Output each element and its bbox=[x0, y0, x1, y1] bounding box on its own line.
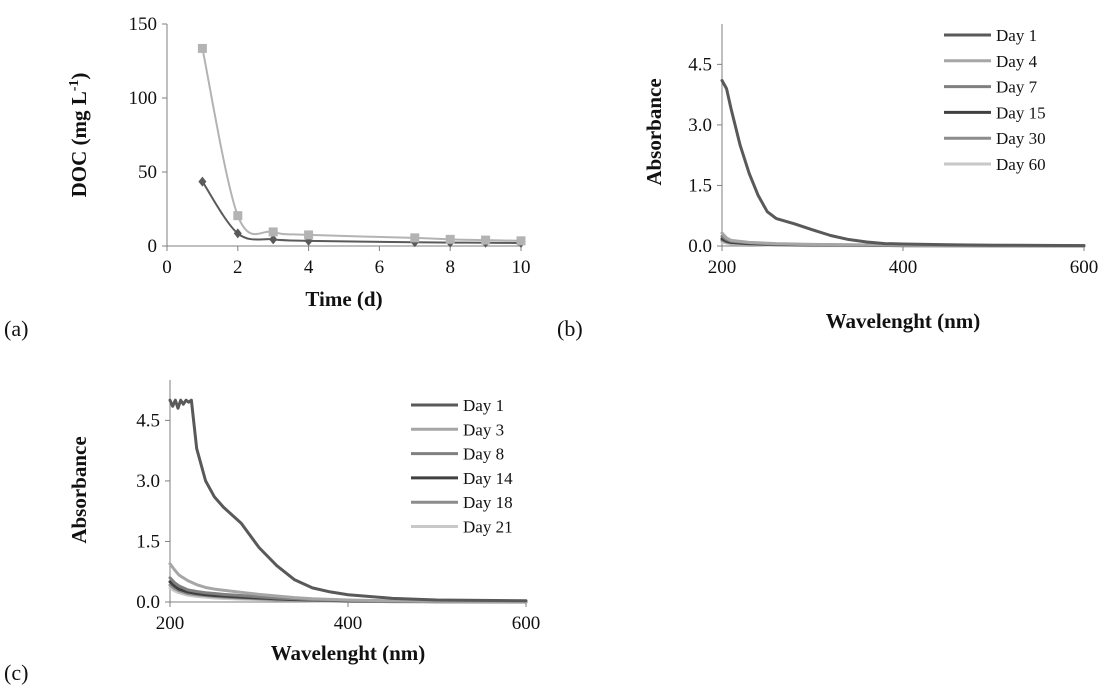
chart-b-legend-label: Day 15 bbox=[996, 103, 1046, 122]
chart-a-x-tick-label: 6 bbox=[375, 257, 385, 278]
chart-a-point-square bbox=[268, 227, 278, 237]
chart-a-x-tick-label: 2 bbox=[233, 257, 243, 278]
chart-a: 0 50 100 150 0 2 4 6 8 10 Time (d) DOC (mg L-1) (… bbox=[4, 14, 531, 341]
chart-b-y-label: Absorbance bbox=[642, 78, 666, 185]
chart-b-legend-label: Day 30 bbox=[996, 129, 1046, 148]
chart-c-legend-label: Day 14 bbox=[463, 469, 513, 488]
chart-c-legend-label: Day 8 bbox=[463, 445, 504, 464]
chart-a-point-diamond bbox=[198, 176, 207, 187]
chart-b-legend-label: Day 7 bbox=[996, 78, 1038, 97]
chart-c-legend-label: Day 18 bbox=[463, 493, 513, 512]
chart-c-panel-label: (c) bbox=[4, 660, 28, 685]
chart-a-line-series-0 bbox=[201, 180, 522, 245]
chart-c-x-tick-label: 600 bbox=[512, 613, 541, 634]
chart-b-y-tick-label: 0.0 bbox=[688, 236, 712, 257]
chart-b-x-tick-label: 200 bbox=[708, 257, 737, 278]
chart-a-x-tick-label: 0 bbox=[162, 257, 172, 278]
chart-a-point-diamond bbox=[233, 228, 242, 239]
chart-a-y-label: DOC (mg L-1) bbox=[67, 73, 91, 198]
chart-a-point-square bbox=[445, 234, 455, 244]
chart-c-line-day-1 bbox=[168, 398, 528, 603]
chart-b-line-day-1 bbox=[720, 79, 1086, 248]
chart-b-y-tick-label: 4.5 bbox=[688, 54, 712, 75]
chart-b-panel-label: (b) bbox=[557, 316, 583, 341]
chart-c-x-label: Wavelenght (nm) bbox=[271, 641, 426, 665]
chart-b-x-tick-label: 600 bbox=[1070, 257, 1099, 278]
chart-b-legend-label: Day 1 bbox=[996, 26, 1037, 45]
chart-a-x-tick-label: 4 bbox=[304, 257, 314, 278]
chart-a-line-series-1 bbox=[201, 47, 522, 242]
chart-b-legend-label: Day 4 bbox=[996, 52, 1038, 71]
chart-a-panel-label: (a) bbox=[4, 316, 28, 341]
chart-a-y-tick-label: 0 bbox=[148, 236, 158, 257]
chart-a-point-square bbox=[197, 43, 207, 53]
chart-a-x-label: Time (d) bbox=[305, 287, 382, 311]
chart-b-legend-label: Day 60 bbox=[996, 155, 1046, 174]
chart-b-x-tick-label: 400 bbox=[889, 257, 918, 278]
chart-b-y-tick-label: 3.0 bbox=[688, 115, 712, 136]
chart-c-y-label: Absorbance bbox=[67, 436, 91, 543]
chart-a-x-tick-label: 10 bbox=[512, 257, 531, 278]
chart-c-legend-label: Day 21 bbox=[463, 518, 513, 537]
chart-c-legend-label: Day 1 bbox=[463, 396, 504, 415]
chart-c-x-tick-label: 200 bbox=[156, 613, 185, 634]
chart-a-point-square bbox=[410, 233, 420, 243]
chart-c-y-tick-label: 3.0 bbox=[136, 471, 160, 492]
chart-a-y-tick-label: 150 bbox=[129, 14, 158, 35]
chart-c-y-tick-label: 1.5 bbox=[136, 531, 160, 552]
chart-c: 0.0 1.5 3.0 4.5 200 400 600 Day 1 Day 3 Day 8 Day… bbox=[4, 380, 540, 685]
chart-a-y-tick-label: 100 bbox=[129, 88, 158, 109]
chart-c-y-tick-label: 0.0 bbox=[136, 592, 160, 613]
chart-a-point-diamond bbox=[269, 234, 278, 245]
chart-c-y-tick-label: 4.5 bbox=[136, 410, 160, 431]
chart-a-point-square bbox=[516, 236, 526, 246]
chart-a-y-tick-label: 50 bbox=[138, 162, 157, 183]
chart-a-x-tick-label: 8 bbox=[445, 257, 455, 278]
chart-a-point-square bbox=[233, 211, 243, 221]
chart-b-x-label: Wavelenght (nm) bbox=[826, 309, 981, 333]
chart-b-y-tick-label: 1.5 bbox=[688, 175, 712, 196]
chart-b: 0.0 1.5 3.0 4.5 200 400 600 Day 1 Day 4 Day 7 Day… bbox=[557, 24, 1098, 341]
chart-a-point-square bbox=[304, 230, 314, 240]
chart-c-x-tick-label: 400 bbox=[334, 613, 363, 634]
chart-c-line-day-3 bbox=[168, 562, 528, 604]
chart-c-legend-label: Day 3 bbox=[463, 420, 504, 439]
chart-a-point-square bbox=[481, 235, 491, 245]
